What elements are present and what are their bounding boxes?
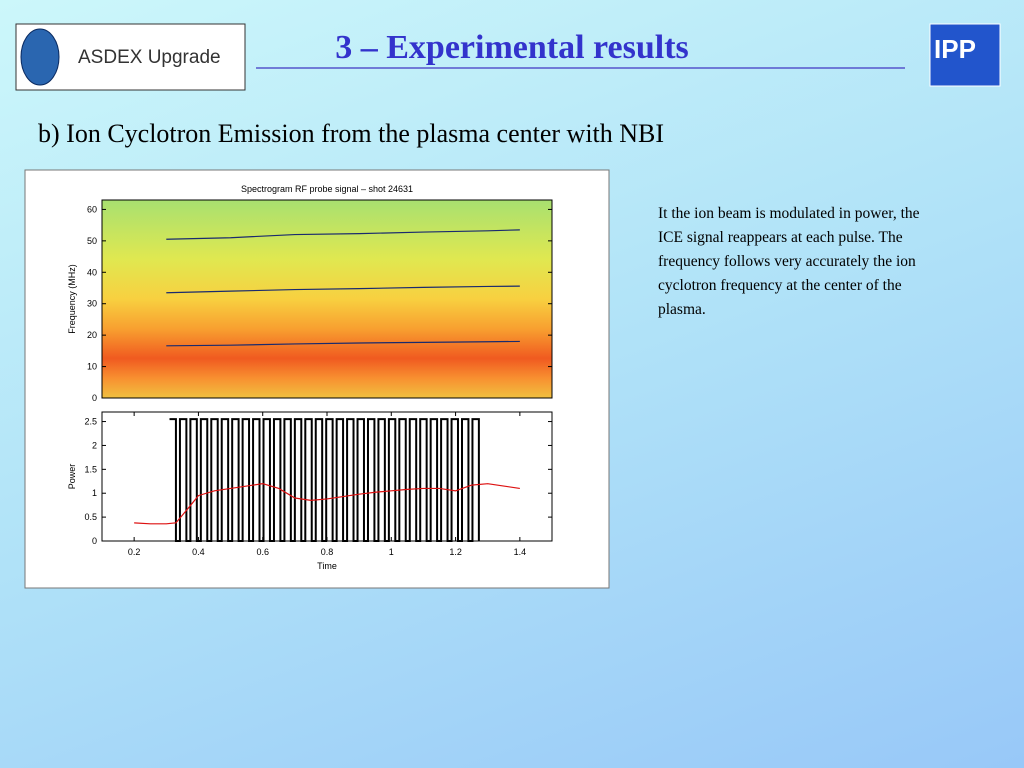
y-tick-label: 1.5 xyxy=(84,464,97,474)
y-tick-label: 0.5 xyxy=(84,512,97,522)
ipp-logo xyxy=(929,23,1001,87)
y-tick-label: 1 xyxy=(92,488,97,498)
subtitle: b) Ion Cyclotron Emission from the plasm… xyxy=(38,119,664,148)
x-tick-label: 0.4 xyxy=(192,547,205,557)
x-tick-label: 0.8 xyxy=(321,547,334,557)
data-line xyxy=(166,229,520,240)
y-axis-label: Frequency (MHz) xyxy=(67,264,77,334)
x-tick-label: 0.6 xyxy=(256,547,269,557)
description: It the ion beam is modulated in power, t… xyxy=(658,205,920,318)
y-tick-label: 50 xyxy=(87,236,97,246)
y-tick-label: 20 xyxy=(87,330,97,340)
y-tick-label: 10 xyxy=(87,362,97,372)
ipp-text: IPP xyxy=(934,34,976,64)
y-tick-label: 0 xyxy=(92,536,97,546)
data-line xyxy=(134,483,520,525)
y-tick-label: 30 xyxy=(87,299,97,309)
logo: ASDEX Upgrade xyxy=(15,23,246,91)
y-tick-label: 0 xyxy=(92,393,97,403)
chart-title: Spectrogram RF probe signal – shot 24631 xyxy=(241,184,413,194)
y-tick-label: 2.5 xyxy=(84,417,97,427)
y-axis-label: Power xyxy=(67,464,77,490)
x-tick-label: 1.2 xyxy=(449,547,462,557)
slide-title: 3 – Experimental results xyxy=(335,29,689,66)
x-tick-label: 0.2 xyxy=(128,547,141,557)
y-tick-label: 2 xyxy=(92,440,97,450)
data-line xyxy=(166,285,520,294)
charts: Spectrogram RF probe signal – shot 24631… xyxy=(67,184,553,571)
x-tick-label: 1 xyxy=(389,547,394,557)
x-axis-label: Time xyxy=(317,561,337,571)
y-tick-label: 40 xyxy=(87,267,97,277)
power-trace xyxy=(169,418,480,542)
logo-icon xyxy=(20,28,60,86)
plot-frame xyxy=(101,199,553,399)
y-tick-label: 60 xyxy=(87,204,97,214)
x-tick-label: 1.4 xyxy=(514,547,527,557)
logo-text: ASDEX Upgrade xyxy=(78,47,221,68)
data-line xyxy=(166,340,520,347)
spectrogram-image xyxy=(102,200,552,398)
description-box: It the ion beam is modulated in power, t… xyxy=(658,205,920,318)
